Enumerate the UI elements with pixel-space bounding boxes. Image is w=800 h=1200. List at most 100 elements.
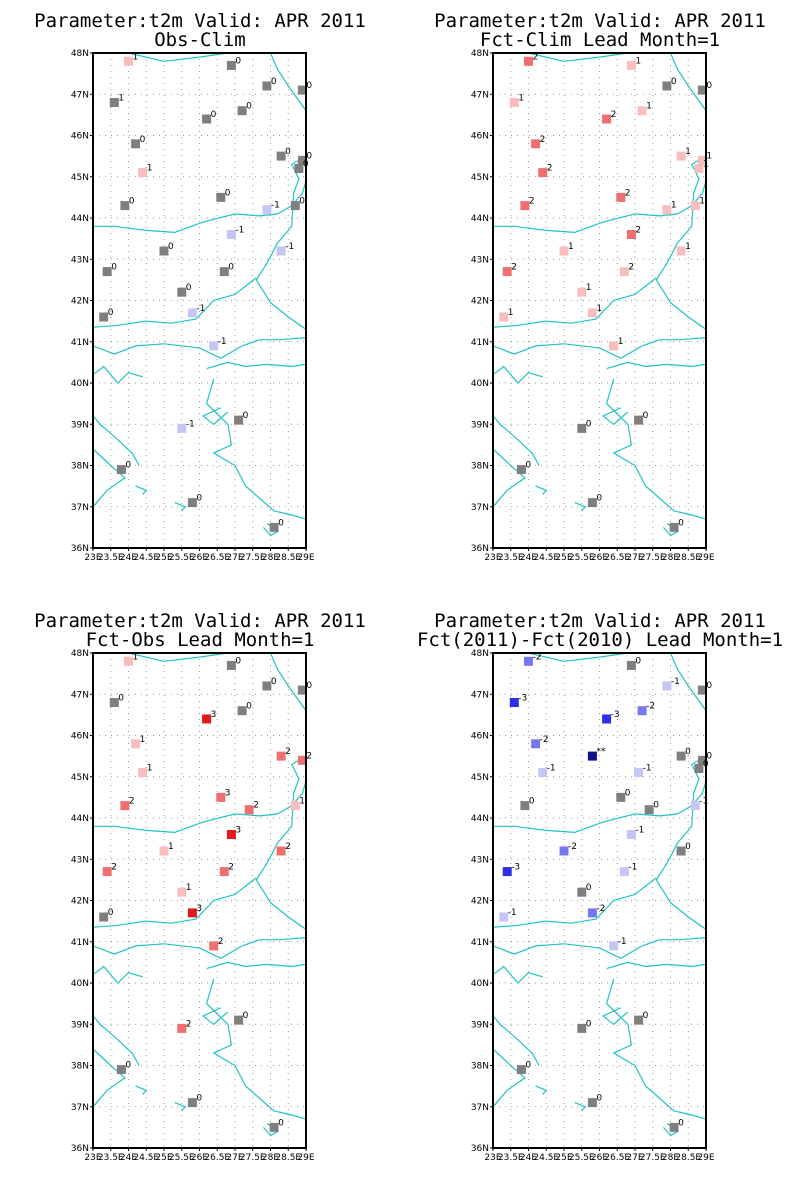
y-tick-label: 40N	[71, 979, 89, 989]
station-marker	[690, 801, 700, 811]
panel-subtitle: Fct-Obs Lead Month=1	[86, 629, 315, 651]
x-tick-label: 26E	[191, 553, 208, 563]
panel-title: Parameter:t2m Valid: APR 2011	[434, 610, 766, 632]
y-tick-label: 47N	[471, 90, 489, 100]
y-tick-label: 42N	[71, 897, 89, 907]
y-tick-label: 43N	[71, 855, 89, 865]
station-marker	[102, 867, 112, 877]
station-value-label: 0	[243, 1011, 249, 1021]
station-marker	[626, 660, 636, 670]
coastline	[205, 978, 306, 1120]
x-tick-label: 29E	[697, 1153, 714, 1163]
station-marker	[99, 912, 109, 922]
station-marker	[177, 423, 187, 433]
x-tick-label: 25.5E	[169, 553, 195, 563]
coastline	[601, 1007, 629, 1026]
x-tick-label: 24E	[520, 1153, 537, 1163]
coastline	[535, 485, 548, 495]
x-tick-label: 26.5E	[204, 553, 230, 563]
x-tick-label: 25.5E	[169, 1153, 195, 1163]
station-value-label: 2	[529, 197, 535, 207]
station-marker	[159, 246, 169, 256]
station-value-label: 1	[646, 102, 652, 112]
station-marker	[177, 287, 187, 297]
coastline	[135, 485, 148, 495]
y-tick-label: 40N	[471, 979, 489, 989]
station-value-label: 1	[508, 308, 514, 318]
x-tick-label: 26E	[591, 553, 608, 563]
station-marker	[290, 801, 300, 811]
station-value-label: 2	[611, 110, 617, 120]
x-tick-label: 24.5E	[133, 553, 159, 563]
station-value-label: 2	[186, 1019, 192, 1029]
station-marker	[502, 267, 512, 277]
station-marker	[209, 341, 219, 351]
station-value-label: 0	[125, 1061, 131, 1071]
x-tick-label: 28.5E	[675, 1153, 701, 1163]
station-value-label: 0	[525, 461, 531, 471]
station-value-label: 1	[568, 242, 574, 252]
station-value-label: 0	[685, 747, 691, 757]
station-marker	[269, 522, 279, 532]
station-marker	[587, 1098, 597, 1108]
x-tick-label: 27E	[226, 553, 243, 563]
station-marker	[120, 201, 130, 211]
panel-subtitle: Fct-Clim Lead Month=1	[480, 29, 720, 51]
station-value-label: 0	[285, 147, 291, 157]
station-marker	[697, 755, 707, 765]
station-marker	[109, 98, 119, 107]
y-tick-label: 37N	[471, 503, 489, 513]
y-tick-label: 42N	[71, 297, 89, 307]
x-tick-label: 26E	[191, 1153, 208, 1163]
station-value-label: 2	[533, 52, 539, 62]
y-tick-label: 46N	[471, 132, 489, 142]
coastline	[93, 277, 257, 328]
station-value-label: 0	[168, 242, 174, 252]
station-marker	[616, 192, 626, 202]
y-tick-label: 48N	[471, 649, 489, 659]
x-tick-label: 24.5E	[133, 1153, 159, 1163]
y-tick-label: 38N	[471, 462, 489, 472]
coastline	[535, 1085, 548, 1095]
y-tick-label: 41N	[471, 938, 489, 948]
station-value-label: 1	[147, 164, 153, 174]
station-value-label: 0	[596, 1094, 602, 1104]
x-tick-label: 27E	[626, 553, 643, 563]
station-value-label: 0	[140, 135, 146, 145]
station-marker	[531, 739, 541, 749]
station-marker	[520, 201, 530, 211]
x-tick-label: 24E	[120, 553, 137, 563]
coastline	[493, 277, 657, 328]
station-value-label: 2	[253, 801, 259, 811]
y-tick-label: 38N	[471, 1062, 489, 1072]
station-value-label: 0	[108, 308, 114, 318]
station-marker	[577, 287, 587, 297]
station-marker	[559, 246, 569, 256]
station-value-label: 3	[225, 788, 231, 798]
x-tick-label: 24.5E	[533, 553, 559, 563]
x-tick-label: 23.5E	[498, 553, 524, 563]
station-marker	[499, 312, 509, 322]
y-tick-label: 37N	[471, 1103, 489, 1113]
station-value-label: 0	[299, 197, 305, 207]
station-marker	[276, 846, 286, 856]
station-value-label: 0	[643, 1011, 649, 1021]
coastline	[255, 155, 306, 330]
coastline	[669, 53, 706, 112]
station-value-label: -1	[547, 764, 556, 774]
panel-subtitle: Obs-Clim	[154, 29, 246, 51]
station-value-label: -1	[235, 226, 244, 236]
station-marker	[644, 805, 654, 815]
station-marker	[524, 56, 533, 66]
station-marker	[697, 85, 707, 95]
station-value-label: 1	[299, 797, 305, 807]
station-value-label: -1	[196, 304, 205, 314]
station-marker	[619, 867, 629, 877]
coastline	[201, 1007, 229, 1026]
y-tick-label: 47N	[71, 90, 89, 100]
y-tick-label: 48N	[71, 49, 89, 59]
coastline	[574, 1102, 587, 1112]
coastline	[174, 502, 187, 512]
